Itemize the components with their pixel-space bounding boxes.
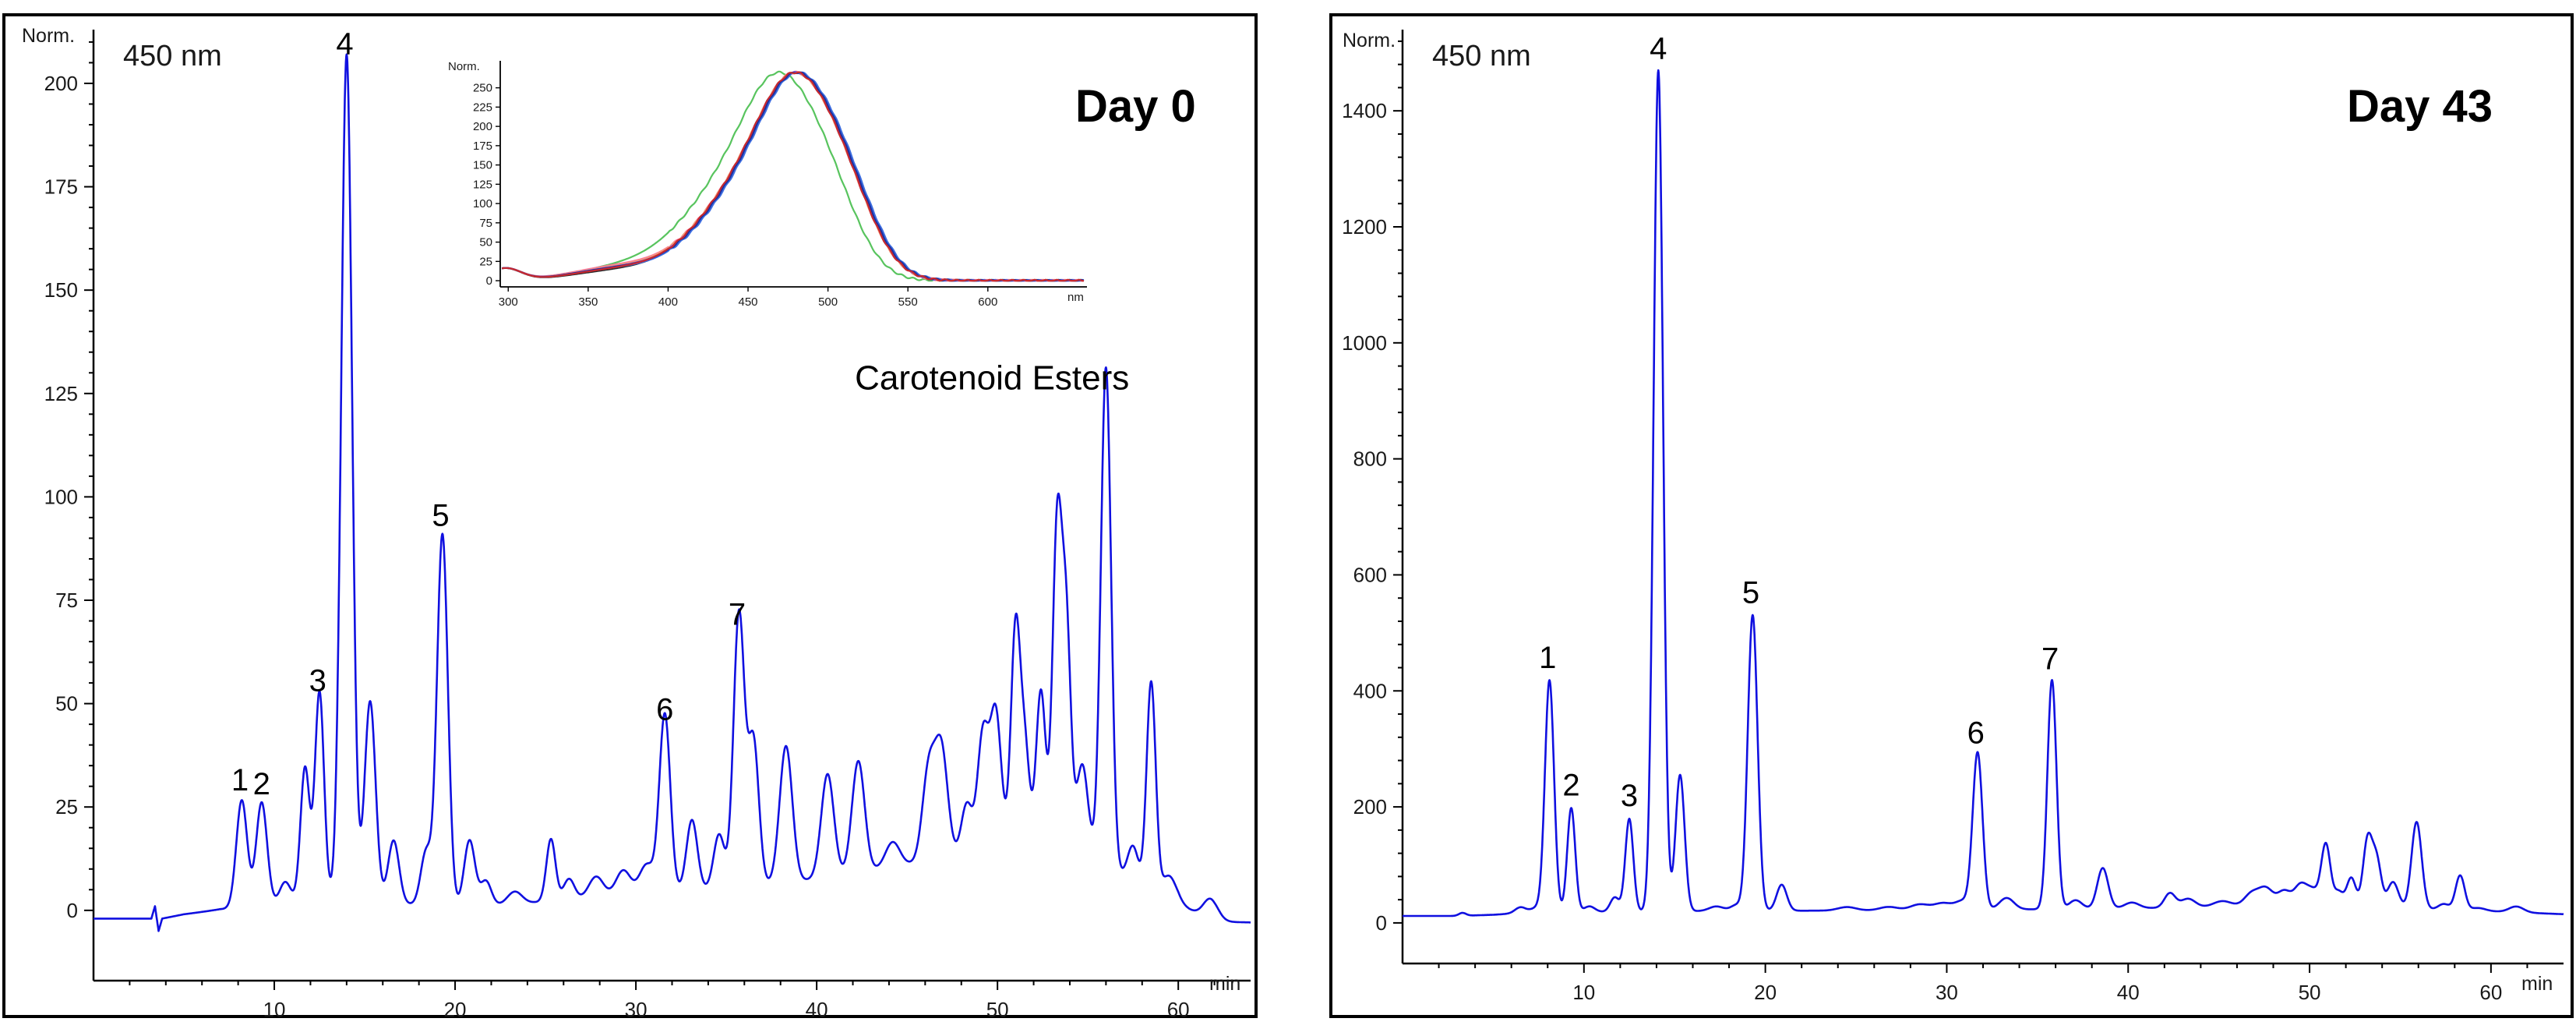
day43-peak-label-2: 2 (1562, 769, 1579, 803)
day43-y-tick-label: 0 (1376, 911, 1387, 935)
day43-x-tick-label: 10 (1572, 981, 1595, 1004)
day0-y-tick-label: 150 (44, 278, 78, 302)
inset-x-tick-label: 450 (739, 295, 758, 309)
day0-peak-label-1: 1 (231, 763, 249, 797)
inset-x-tick-label: 550 (898, 295, 918, 309)
day43-wavelength-label: 450 nm (1432, 40, 1531, 72)
day43-peak-label-3: 3 (1621, 779, 1638, 813)
inset-y-tick-label: 150 (473, 159, 492, 172)
inset-y-tick-label: 50 (479, 236, 492, 249)
day0-y-tick-label: 125 (44, 382, 78, 405)
inset-y-tick-label: 175 (473, 140, 492, 153)
day0-peak-label-6: 6 (656, 693, 673, 727)
absorption-spectra-inset: Norm. nm 0 25 50 75 100 125 150 175 200 225 250 30… (448, 60, 1087, 309)
inset-x-tick-label: 400 (658, 295, 678, 309)
inset-spectrum-red (501, 71, 1084, 282)
day0-chromatogram-trace (93, 53, 1251, 932)
day43-y-tick-label: 1000 (1342, 331, 1387, 355)
day0-x-tick-label: 30 (625, 998, 648, 1021)
inset-x-tick-label: 350 (578, 295, 598, 309)
day43-x-unit-label: min (2521, 973, 2553, 995)
day0-title: Day 0 (1075, 81, 1196, 132)
day0-y-tick-label: 100 (44, 485, 78, 508)
day0-wavelength-label: 450 nm (123, 40, 222, 72)
day0-y-tick-label: 200 (44, 72, 78, 95)
day0-y-tick-label: 75 (55, 589, 78, 612)
day43-x-tick-label: 60 (2479, 981, 2502, 1004)
day0-x-tick-label: 60 (1167, 998, 1190, 1021)
day0-panel-frame (2, 13, 1258, 1018)
inset-y-tick-label: 250 (473, 82, 492, 95)
day43-x-ticks: 10 20 30 40 50 60 (1438, 964, 2528, 1004)
day0-peak-label-2: 2 (253, 767, 270, 801)
day43-chromatogram-trace (1402, 69, 2564, 918)
inset-y-unit-label: Norm. (448, 60, 480, 73)
day43-y-ticks: 0 200 400 600 800 1000 1200 1400 (1342, 40, 1403, 935)
inset-x-ticks: 300 350 400 450 500 550 600 (499, 287, 997, 309)
day0-y-tick-label: 50 (55, 692, 78, 716)
day43-y-tick-label: 600 (1353, 563, 1387, 586)
day0-x-tick-label: 20 (444, 998, 467, 1021)
day43-peak-label-1: 1 (1539, 641, 1556, 675)
day43-y-tick-label: 800 (1353, 447, 1387, 471)
day0-x-tick-label: 10 (263, 998, 286, 1021)
day43-y-tick-label: 400 (1353, 679, 1387, 702)
inset-spectra (501, 70, 1085, 282)
day43-peak-label-6: 6 (1967, 716, 1985, 751)
day0-y-tick-label: 0 (67, 899, 78, 922)
inset-y-tick-label: 200 (473, 120, 492, 133)
day43-chromatogram-panel: Norm. min 450 nm Day 43 0200400600800100… (1329, 13, 2574, 1018)
day43-y-tick-label: 200 (1353, 795, 1387, 819)
day0-peak-label-5: 5 (432, 498, 449, 532)
day43-peak-label-5: 5 (1742, 576, 1759, 610)
day0-peak-label-4: 4 (336, 27, 353, 62)
inset-y-ticks: 0 25 50 75 100 125 150 175 200 225 250 (473, 82, 500, 288)
day43-peak-label-7: 7 (2041, 642, 2059, 676)
day0-y-tick-label: 25 (55, 795, 78, 819)
day0-peak-label-7: 7 (729, 598, 746, 632)
day0-x-ticks: 10 20 30 40 50 60 (129, 981, 1216, 1021)
inset-x-tick-label: 600 (978, 295, 997, 309)
day43-panel-frame (1329, 13, 2574, 1018)
day43-title: Day 43 (2347, 81, 2493, 132)
day0-y-tick-label: 175 (44, 175, 78, 199)
inset-y-tick-label: 0 (486, 274, 492, 288)
day0-chromatogram-panel: Norm. min 450 nm Day 0 02550751001251501… (2, 13, 1258, 1021)
day43-x-tick-label: 30 (1936, 981, 1958, 1004)
inset-y-tick-label: 75 (479, 217, 492, 230)
inset-y-tick-label: 225 (473, 101, 492, 114)
day0-peak-labels: 1 2 3 4 5 6 7 (231, 27, 746, 801)
day43-peak-labels: 1 2 3 4 5 6 7 (1539, 32, 2059, 813)
day0-x-tick-label: 40 (806, 998, 828, 1021)
carotenoid-esters-annotation: Carotenoid Esters (855, 359, 1129, 397)
inset-y-tick-label: 125 (473, 178, 492, 191)
day43-x-tick-label: 50 (2299, 981, 2321, 1004)
day43-peak-label-4: 4 (1650, 32, 1667, 66)
day43-y-tick-label: 1400 (1342, 99, 1387, 122)
day0-y-ticks: 0 25 50 75 100 125 150 175 200 (44, 41, 94, 922)
inset-x-tick-label: 300 (499, 295, 518, 309)
day43-y-tick-label: 1200 (1342, 215, 1387, 239)
inset-y-tick-label: 25 (479, 255, 492, 268)
inset-x-tick-label: 500 (818, 295, 838, 309)
day0-peak-label-3: 3 (309, 664, 326, 698)
day43-x-tick-label: 20 (1754, 981, 1777, 1004)
inset-y-tick-label: 100 (473, 197, 492, 210)
day43-x-tick-label: 40 (2117, 981, 2140, 1004)
day0-y-unit-label: Norm. (22, 25, 75, 47)
day43-y-unit-label: Norm. (1343, 30, 1396, 51)
inset-x-unit-label: nm (1067, 291, 1084, 304)
day0-x-tick-label: 50 (986, 998, 1009, 1021)
